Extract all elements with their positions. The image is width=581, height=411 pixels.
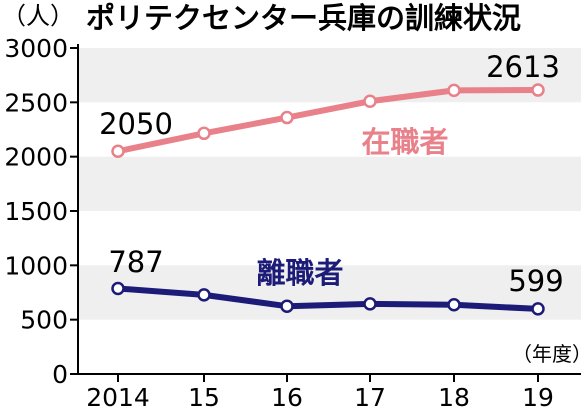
y-tick-label-1000: 1000	[4, 251, 68, 280]
y-tick-label-2000: 2000	[4, 143, 68, 172]
y-axis-ticks: 0 500 1000 1500 2000 2500 3000	[4, 34, 78, 389]
data-point-1-19	[531, 302, 545, 316]
series-line-0	[115, 87, 541, 155]
y-tick-label-2500: 2500	[4, 88, 68, 117]
chart-unit-label: （人）	[2, 2, 74, 30]
data-point-0-17	[363, 94, 377, 108]
data-point-0-19	[531, 83, 545, 97]
data-point-1-2014	[111, 281, 125, 296]
x-tick-label-2014: 2014	[86, 383, 150, 411]
data-label-last-1: 599	[508, 264, 563, 298]
grid-band-2500	[78, 48, 581, 103]
data-label-first-1: 787	[108, 245, 163, 279]
data-label-first-0: 2050	[99, 107, 173, 141]
data-point-0-18	[447, 83, 461, 98]
data-point-0-2014	[111, 144, 125, 158]
x-axis-unit-label: （年度）	[512, 342, 581, 366]
chart-title: ポリテクセンター兵庫の訓練状況	[86, 1, 521, 35]
y-tick-label-3000: 3000	[4, 34, 68, 63]
series-line-1	[115, 285, 541, 312]
data-point-0-15	[197, 126, 211, 141]
x-axis-ticks: 2014 15 16 17 18 19	[86, 374, 554, 411]
data-point-1-15	[197, 288, 211, 302]
data-point-1-18	[447, 298, 461, 312]
data-point-1-16	[280, 299, 294, 313]
y-tick-label-500: 500	[20, 306, 68, 335]
data-point-1-17	[363, 297, 377, 311]
y-tick-label-0: 0	[52, 360, 68, 389]
grid-bands	[78, 48, 581, 320]
data-point-0-16	[280, 110, 294, 125]
data-label-last-0: 2613	[486, 50, 560, 84]
data-labels: 2050 2613 在職者 787 599 離職者	[99, 50, 564, 298]
y-tick-label-1500: 1500	[4, 197, 68, 226]
series-name-label-0: 在職者	[361, 125, 448, 159]
series-name-label-1: 離職者	[256, 256, 343, 290]
x-tick-label-18: 18	[438, 383, 470, 411]
x-tick-label-19: 19	[522, 383, 554, 411]
series-group	[111, 83, 545, 316]
x-tick-label-16: 16	[271, 383, 303, 411]
grid-band-1500	[78, 156, 581, 211]
x-tick-label-15: 15	[188, 383, 220, 411]
x-tick-label-17: 17	[354, 383, 386, 411]
